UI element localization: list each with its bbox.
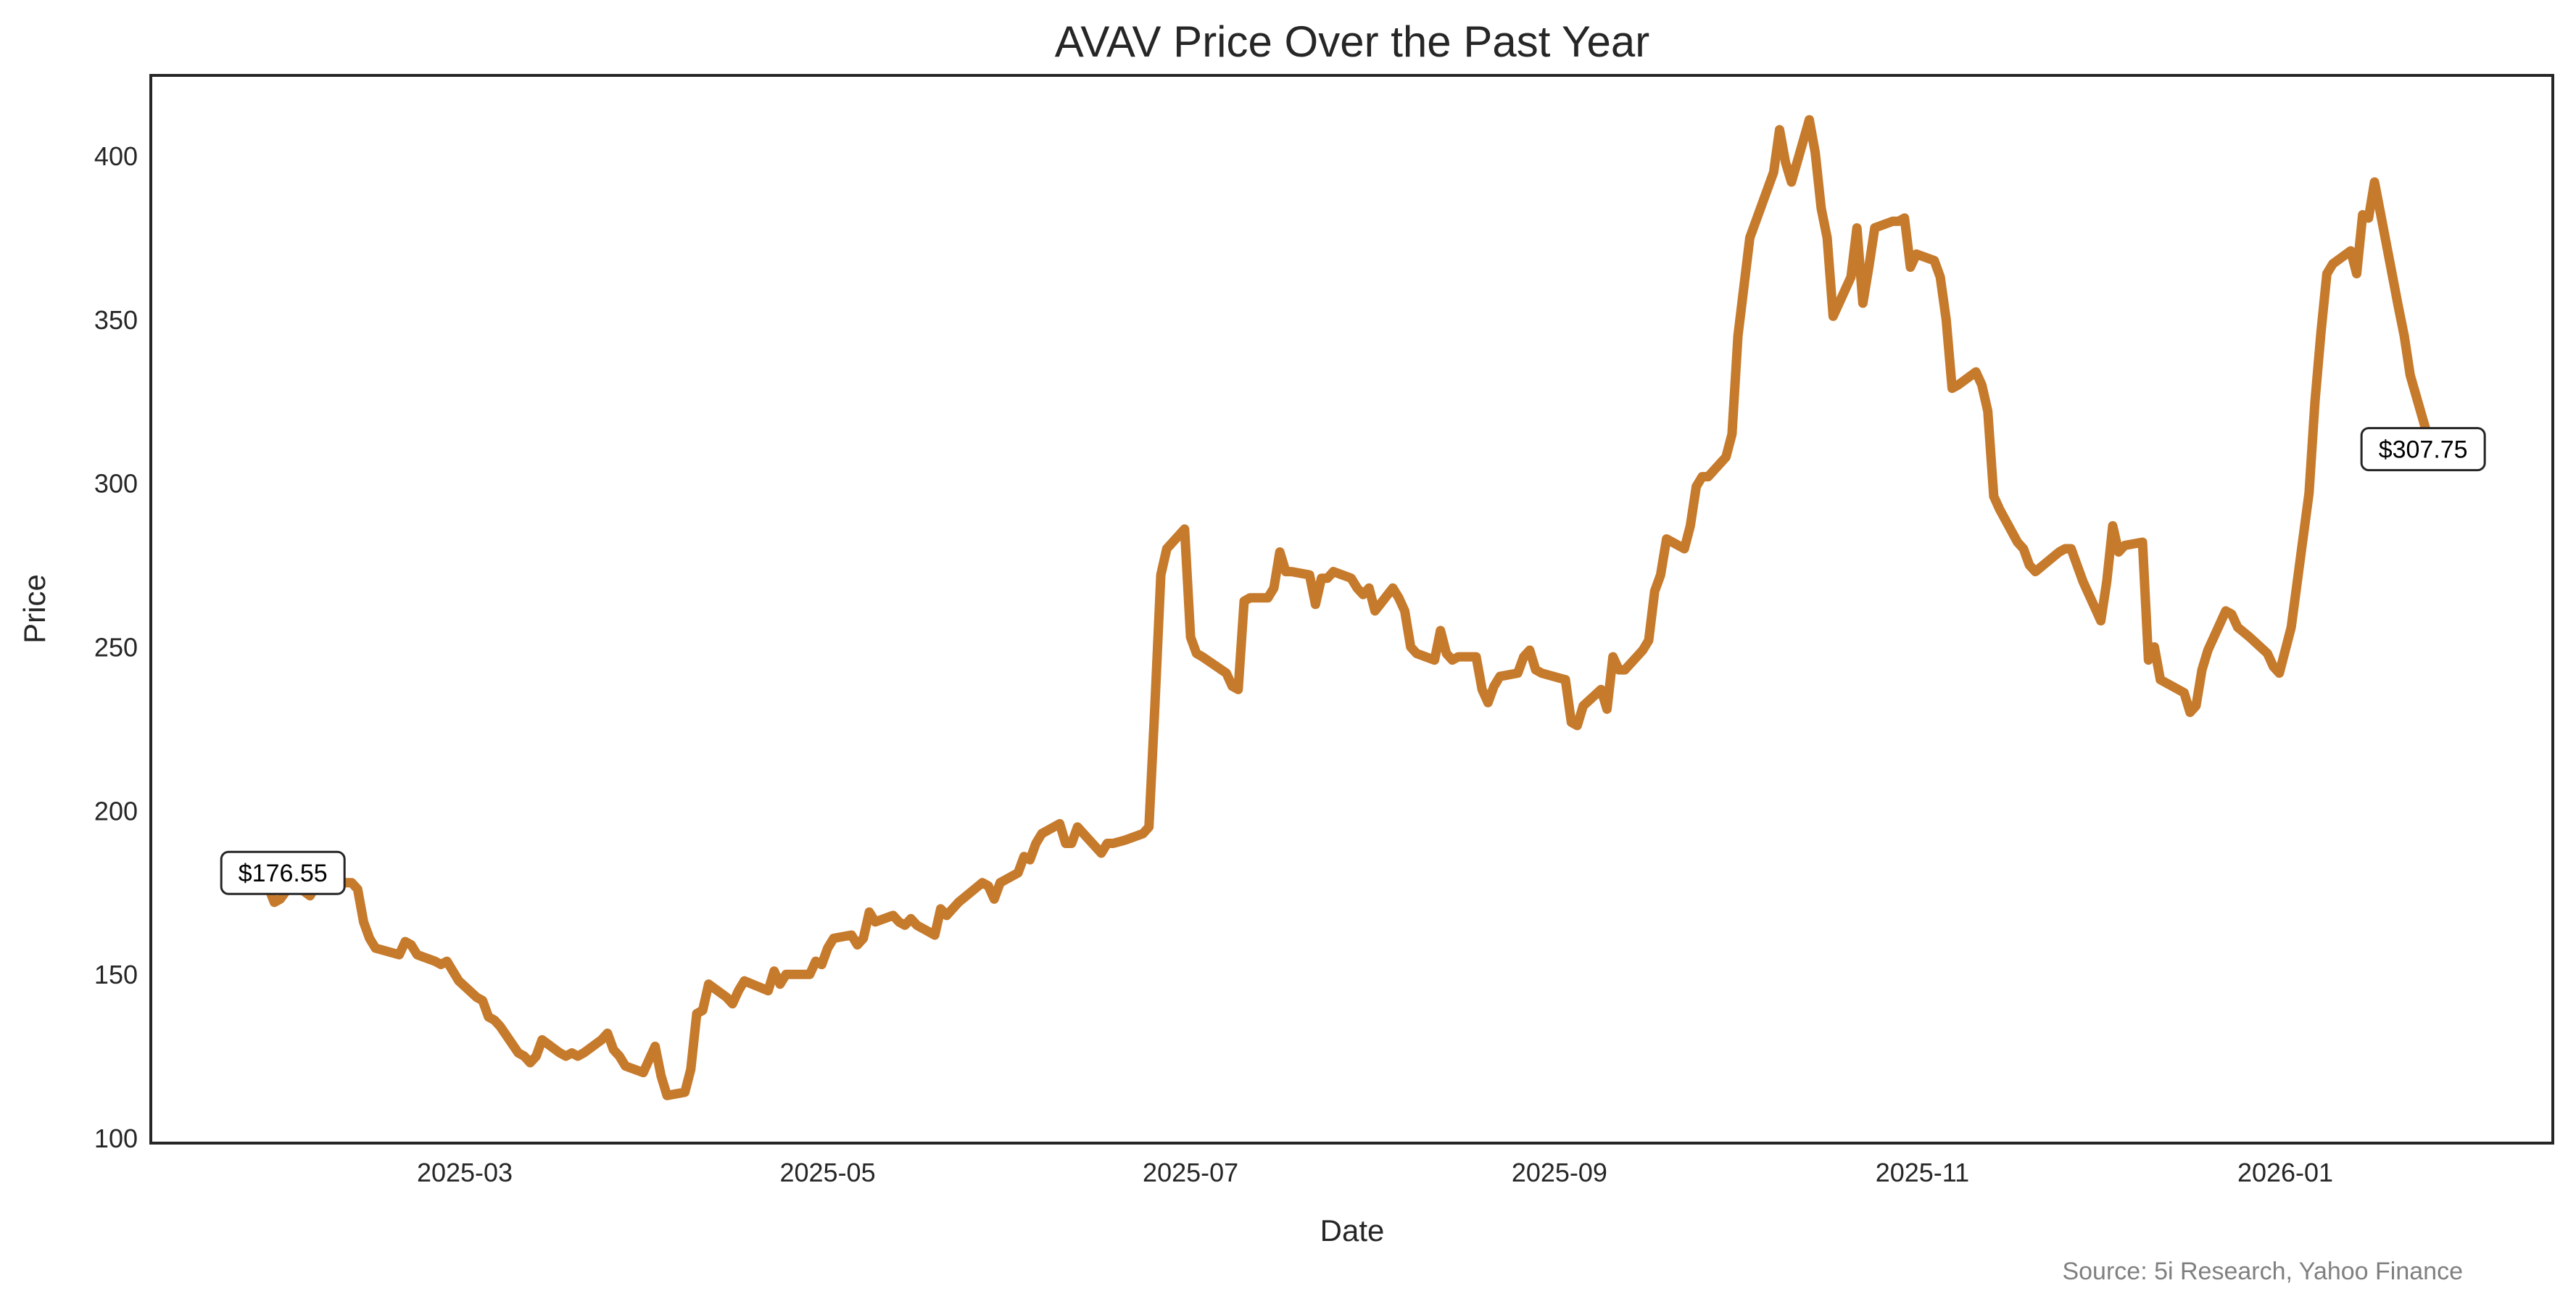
chart-title: AVAV Price Over the Past Year xyxy=(1055,17,1649,66)
x-tick-label: 2025-03 xyxy=(417,1158,513,1187)
plot-frame xyxy=(149,74,2554,1145)
y-tick-label: 150 xyxy=(94,960,138,989)
x-axis-label: Date xyxy=(1320,1213,1385,1247)
annotation-box xyxy=(2360,427,2486,472)
y-tick-label: 300 xyxy=(94,469,138,499)
price-series-line xyxy=(263,115,2439,1100)
annotation-box xyxy=(220,850,346,895)
y-tick-label: 200 xyxy=(94,796,138,826)
x-tick-label: 2026-01 xyxy=(2237,1158,2333,1187)
source-note: Source: 5i Research, Yahoo Finance xyxy=(2062,1258,2463,1285)
y-tick-label: 400 xyxy=(94,141,138,171)
price-annotation: $307.75 xyxy=(2360,427,2486,472)
x-tick-label: 2025-09 xyxy=(1512,1158,1607,1187)
price-annotation: $176.55 xyxy=(220,850,346,895)
annotation-label: $176.55 xyxy=(239,860,328,887)
annotation-label: $307.75 xyxy=(2379,436,2468,464)
x-tick-label: 2025-05 xyxy=(779,1158,875,1187)
y-tick-label: 250 xyxy=(94,633,138,663)
x-tick-label: 2025-11 xyxy=(1876,1158,1969,1187)
y-axis-label: Price xyxy=(17,574,51,644)
y-tick-label: 100 xyxy=(94,1124,138,1153)
y-tick-label: 350 xyxy=(94,305,138,335)
x-tick-label: 2025-07 xyxy=(1143,1158,1238,1187)
